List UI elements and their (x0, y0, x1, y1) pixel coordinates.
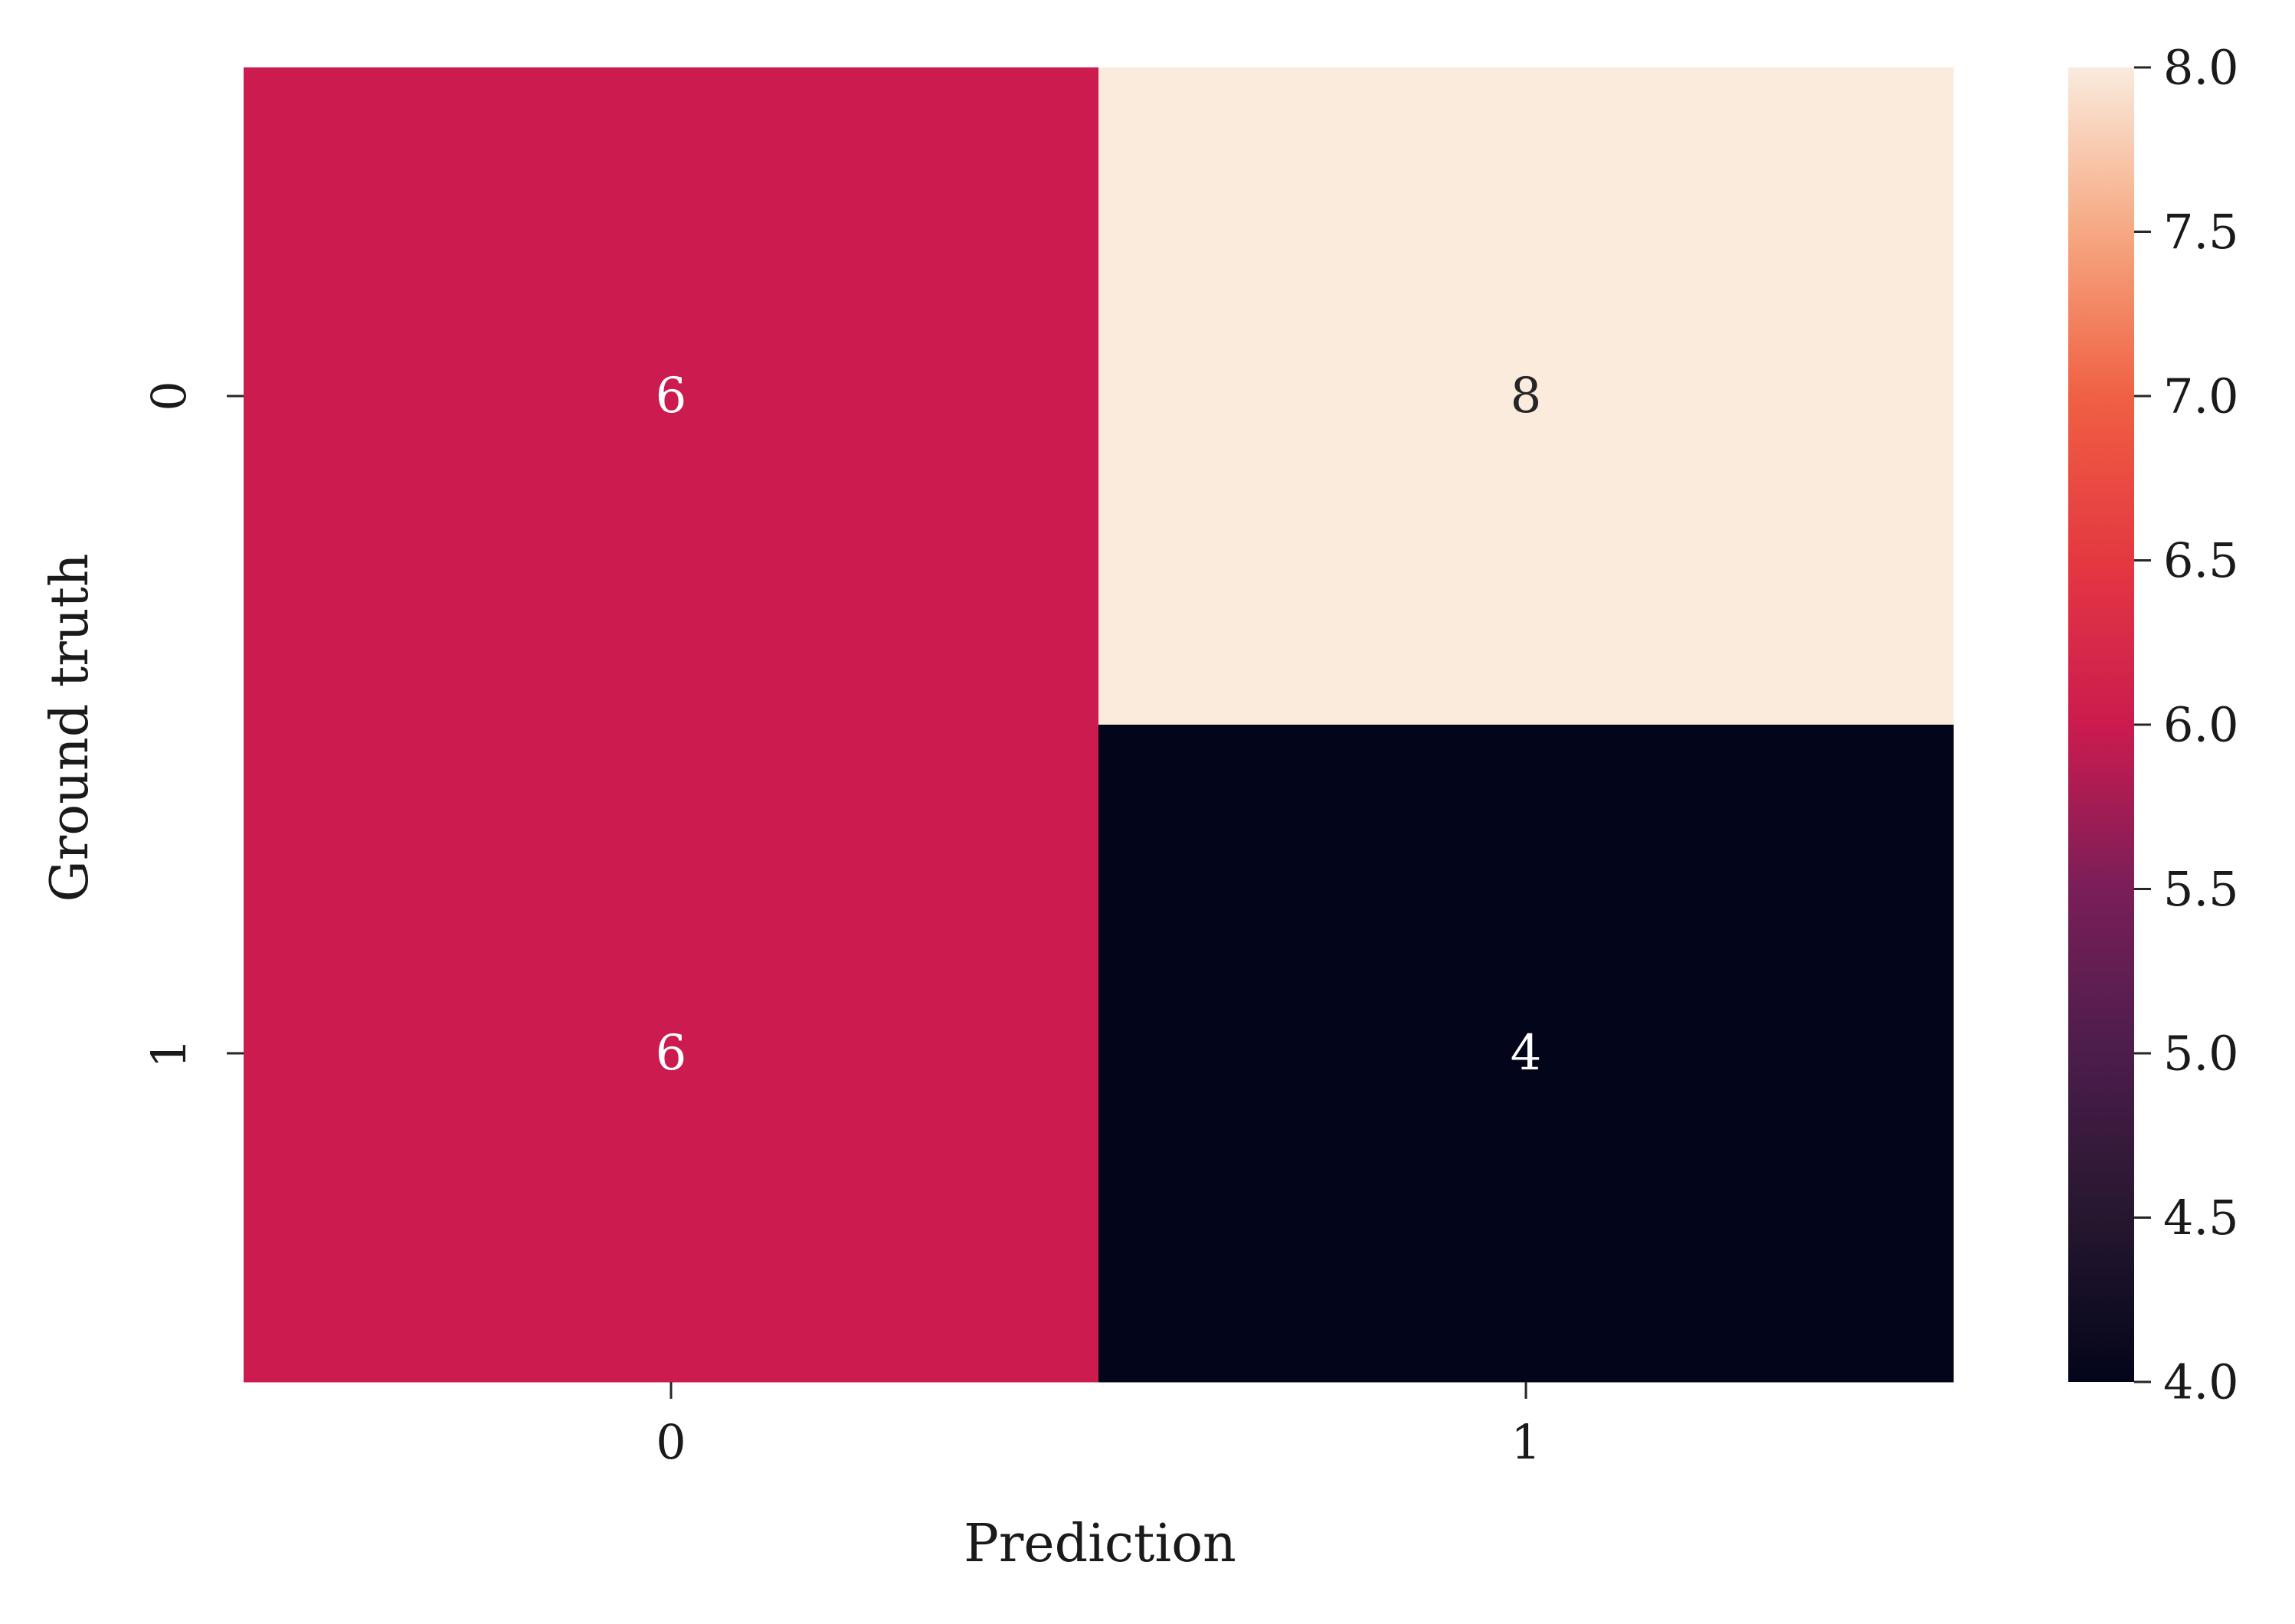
colorbar-tick-label: 4.0 (2163, 1354, 2239, 1410)
y-tick-label: 1 (141, 1038, 197, 1068)
x-axis-label: Prediction (964, 1514, 1236, 1574)
y-tick-label: 0 (141, 381, 197, 411)
heatmap-cell (1098, 67, 1954, 725)
colorbar-tick-label: 5.0 (2163, 1026, 2239, 1082)
heatmap-cells (244, 67, 1954, 1383)
cell-value-label: 8 (1511, 368, 1542, 424)
cell-value-label: 6 (656, 1025, 687, 1082)
colorbar-tick-label: 6.5 (2163, 532, 2239, 588)
colorbar-tick-label: 4.5 (2163, 1190, 2239, 1246)
colorbar-tick-label: 6.0 (2163, 697, 2239, 753)
cell-value-label: 4 (1511, 1025, 1542, 1082)
colorbar-tick-label: 5.5 (2163, 861, 2239, 917)
x-tick-label: 1 (1511, 1414, 1540, 1470)
colorbar: 4.0 4.5 5.0 5.5 6.0 6.5 7.0 7.5 8.0 (2068, 40, 2239, 1410)
heatmap-cell (244, 67, 1099, 725)
colorbar-tick-label: 8.0 (2163, 40, 2239, 96)
cell-value-label: 6 (656, 368, 687, 424)
y-axis: 01 (141, 381, 244, 1069)
y-axis-label: Ground truth (40, 553, 100, 902)
heatmap-cell (244, 725, 1099, 1383)
colorbar-tick-label: 7.0 (2163, 368, 2239, 424)
cell-value-labels: 6 8 6 4 (656, 368, 1542, 1082)
x-tick-label: 0 (656, 1414, 686, 1470)
heatmap-cell (1098, 725, 1954, 1383)
colorbar-tick-label: 7.5 (2163, 204, 2239, 260)
colorbar-gradient (2068, 67, 2134, 1382)
